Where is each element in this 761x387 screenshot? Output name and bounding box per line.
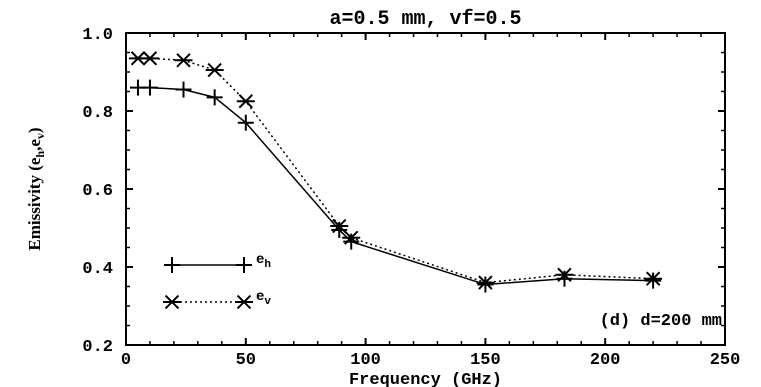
data-point	[476, 275, 495, 290]
series-e_v	[128, 51, 663, 290]
data-point-star-d2	[236, 294, 252, 310]
data-point	[331, 221, 348, 238]
data-point-star-d2	[176, 53, 191, 68]
y-axis-label-text: Emissivity (eh,ev)	[25, 127, 47, 250]
legend: eh ev	[163, 252, 271, 310]
data-point	[342, 230, 361, 245]
data-point	[175, 81, 192, 98]
data-point	[477, 276, 494, 293]
series-layer	[128, 51, 663, 293]
data-point	[645, 272, 662, 289]
data-point	[206, 89, 223, 106]
legend-label: ev	[256, 289, 271, 308]
data-point	[237, 114, 254, 131]
data-point	[343, 233, 360, 250]
legend-item-e_v: ev	[163, 289, 271, 310]
tick-labels: 0 50 100 150 200 250 0.2 0.4 0.6 0.8 1.0	[82, 26, 740, 370]
chart-title: a=0.5 mm, vf=0.5	[329, 8, 521, 31]
data-point	[205, 62, 224, 78]
data-point-star-d2	[645, 271, 661, 286]
y-tick-label: 0.4	[82, 260, 113, 279]
data-point	[140, 51, 159, 66]
y-tick-label: 1.0	[82, 26, 113, 45]
series-e_h	[129, 79, 662, 293]
plot-frame	[125, 32, 726, 346]
legend-label: eh	[256, 252, 271, 271]
data-point-star-d2	[164, 294, 180, 310]
series-line-e_h	[137, 86, 654, 286]
data-point-star-d2	[557, 267, 572, 282]
data-point-star-d2	[207, 62, 222, 78]
data-point	[174, 53, 193, 68]
data-point	[556, 270, 573, 287]
panel-annotation: (d) d=200 mm	[600, 312, 722, 331]
x-tick-label: 200	[590, 351, 621, 370]
y-tick-label: 0.8	[82, 104, 113, 123]
data-point	[330, 218, 349, 234]
data-point-star-d2	[142, 51, 158, 66]
legend-item-e_h: eh	[164, 252, 271, 273]
data-point	[141, 79, 158, 96]
axis-ticks	[125, 32, 726, 346]
y-tick-label: 0.6	[82, 182, 113, 201]
data-point	[555, 267, 574, 282]
x-tick-label: 250	[710, 351, 741, 370]
x-tick-label: 150	[470, 351, 501, 370]
y-axis-label: Emissivity (eh,ev)	[25, 127, 47, 250]
data-point-star-d2	[332, 218, 347, 234]
data-point-star-d2	[344, 230, 359, 245]
x-tick-label: 0	[121, 351, 131, 370]
data-point-star-d2	[238, 94, 253, 109]
data-point-star-d2	[478, 275, 493, 290]
data-point	[644, 271, 663, 286]
data-point-star-d2	[130, 51, 146, 66]
series-line-e_v	[137, 57, 654, 284]
x-axis-label: Frequency (GHz)	[349, 371, 502, 387]
x-tick-label: 100	[350, 351, 381, 370]
data-point	[236, 94, 255, 109]
y-tick-label: 0.2	[82, 338, 113, 357]
x-tick-label: 50	[236, 351, 256, 370]
